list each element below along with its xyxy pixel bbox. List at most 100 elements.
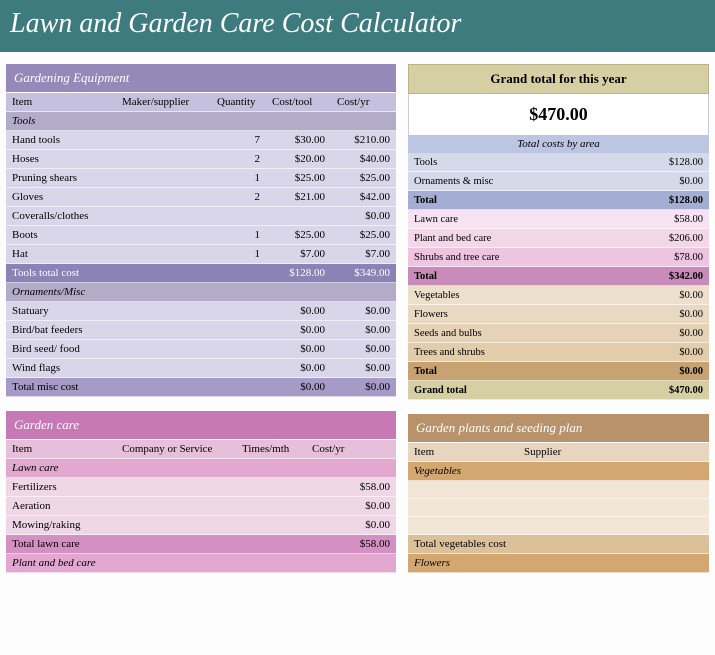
cost-label: Shrubs and tree care (414, 252, 674, 263)
cell-item: Fertilizers (6, 478, 116, 497)
cell-item: Coveralls/clothes (6, 207, 116, 226)
table-row[interactable]: Boots 1 $25.00 $25.00 (6, 226, 396, 245)
cost-row: Total$0.00 (408, 362, 709, 381)
cell-cost-tool: $0.00 (266, 340, 331, 359)
cell-company (116, 497, 236, 516)
cost-label: Lawn care (414, 214, 674, 225)
garden-care-section: Garden care Item Company or Service Time… (6, 411, 396, 573)
flowers-label: Flowers (408, 554, 709, 573)
cell-item: Aeration (6, 497, 116, 516)
right-column: Grand total for this year $470.00 Total … (408, 64, 709, 573)
cost-label: Seeds and bulbs (414, 328, 679, 339)
cell-qty: 2 (211, 188, 266, 207)
cost-label: Ornaments & misc (414, 176, 679, 187)
cell-item: Bird seed/ food (6, 340, 116, 359)
table-row[interactable]: Bird/bat feeders $0.00 $0.00 (6, 321, 396, 340)
tools-total-row: Tools total cost $128.00 $349.00 (6, 264, 396, 283)
cost-row: Seeds and bulbs$0.00 (408, 324, 709, 343)
table-row[interactable]: Hoses 2 $20.00 $40.00 (6, 150, 396, 169)
cost-value: $128.00 (669, 195, 703, 206)
cell-cost-tool: $20.00 (266, 150, 331, 169)
equipment-header: Gardening Equipment (6, 64, 396, 92)
cost-value: $78.00 (674, 252, 703, 263)
cell-cost-tool: $0.00 (266, 359, 331, 378)
cost-label: Total (414, 271, 669, 282)
cost-value: $342.00 (669, 271, 703, 282)
table-row[interactable]: Gloves 2 $21.00 $42.00 (6, 188, 396, 207)
seeding-section: Garden plants and seeding plan Item Supp… (408, 414, 709, 573)
cell-item: Mowing/raking (6, 516, 116, 535)
cell-cost-yr: $0.00 (331, 359, 396, 378)
misc-total-tool: $0.00 (266, 378, 331, 397)
table-row[interactable]: Pruning shears 1 $25.00 $25.00 (6, 169, 396, 188)
cost-row: Plant and bed care$206.00 (408, 229, 709, 248)
table-row[interactable] (408, 517, 709, 535)
ornaments-subheader: Ornaments/Misc (6, 283, 396, 302)
cell-maker (116, 131, 211, 150)
cost-value: $58.00 (674, 214, 703, 225)
table-row[interactable]: Fertilizers $58.00 (6, 478, 396, 497)
lawn-total-label: Total lawn care (6, 535, 306, 554)
cell-maker (116, 226, 211, 245)
table-row[interactable]: Statuary $0.00 $0.00 (6, 302, 396, 321)
cell-qty: 7 (211, 131, 266, 150)
cost-value: $0.00 (679, 366, 703, 377)
table-row[interactable]: Mowing/raking $0.00 (6, 516, 396, 535)
cost-value: $0.00 (679, 328, 703, 339)
veg-subheader: Vegetables (408, 462, 709, 481)
table-row[interactable]: Hand tools 7 $30.00 $210.00 (6, 131, 396, 150)
cell-cost-tool: $25.00 (266, 226, 331, 245)
cell-cost-tool: $7.00 (266, 245, 331, 264)
tools-total-tool: $128.00 (266, 264, 331, 283)
cell-qty (211, 302, 266, 321)
cell-item: Boots (6, 226, 116, 245)
cell-qty (211, 340, 266, 359)
col-company: Company or Service (116, 440, 236, 459)
col-item: Item (408, 443, 518, 462)
table-row[interactable]: Coveralls/clothes $0.00 (6, 207, 396, 226)
plant-subheader: Plant and bed care (6, 554, 396, 573)
cell-item: Wind flags (6, 359, 116, 378)
cost-row: Trees and shrubs$0.00 (408, 343, 709, 362)
tools-label: Tools (6, 112, 396, 131)
cell-maker (116, 321, 211, 340)
table-row[interactable]: Hat 1 $7.00 $7.00 (6, 245, 396, 264)
cell-cost-tool: $25.00 (266, 169, 331, 188)
table-header-row: Item Company or Service Times/mth Cost/y… (6, 440, 396, 459)
cell-times (236, 497, 306, 516)
tools-total-yr: $349.00 (331, 264, 396, 283)
cost-label: Total (414, 195, 669, 206)
cell-qty (211, 321, 266, 340)
cell-cost-yr: $0.00 (331, 321, 396, 340)
cost-label: Grand total (414, 385, 669, 396)
garden-care-table: Item Company or Service Times/mth Cost/y… (6, 439, 396, 573)
cell-item: Hat (6, 245, 116, 264)
col-times: Times/mth (236, 440, 306, 459)
cost-label: Flowers (414, 309, 679, 320)
table-row[interactable] (408, 499, 709, 517)
cell-qty: 2 (211, 150, 266, 169)
col-maker: Maker/supplier (116, 93, 211, 112)
lawn-total-yr: $58.00 (306, 535, 396, 554)
seeding-table: Item Supplier Vegetables Total vegetable… (408, 442, 709, 573)
cost-row: Ornaments & misc$0.00 (408, 172, 709, 191)
tools-total-label: Tools total cost (6, 264, 266, 283)
equipment-table: Item Maker/supplier Quantity Cost/tool C… (6, 92, 396, 397)
col-cost-yr: Cost/yr (306, 440, 396, 459)
cost-value: $470.00 (669, 385, 703, 396)
cell-qty: 1 (211, 245, 266, 264)
table-row[interactable] (408, 481, 709, 499)
table-row[interactable]: Bird seed/ food $0.00 $0.00 (6, 340, 396, 359)
cell-maker (116, 188, 211, 207)
garden-care-header: Garden care (6, 411, 396, 439)
cell-cost-yr: $58.00 (306, 478, 396, 497)
lawn-total-row: Total lawn care $58.00 (6, 535, 396, 554)
cost-label: Total (414, 366, 679, 377)
cost-label: Plant and bed care (414, 233, 669, 244)
table-row[interactable]: Wind flags $0.00 $0.00 (6, 359, 396, 378)
cell-cost-yr: $25.00 (331, 169, 396, 188)
table-row[interactable]: Aeration $0.00 (6, 497, 396, 516)
left-column: Gardening Equipment Item Maker/supplier … (6, 64, 396, 573)
cell-maker (116, 169, 211, 188)
cell-cost-yr: $42.00 (331, 188, 396, 207)
